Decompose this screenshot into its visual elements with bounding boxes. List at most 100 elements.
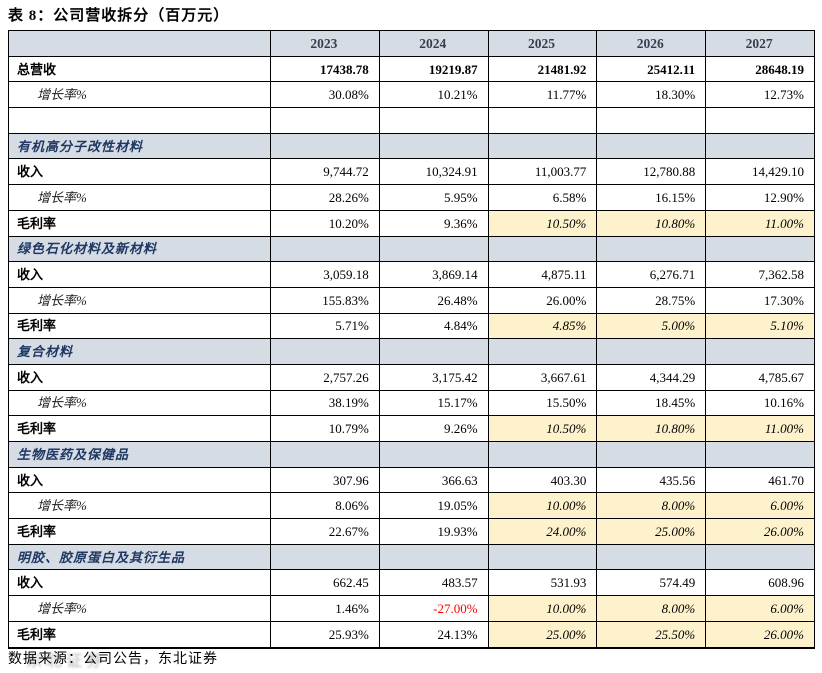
cell-value: 24.00% [487, 518, 598, 545]
section-row: 生物医药及保健品 [8, 441, 815, 468]
cell-value: 17438.78 [270, 55, 380, 83]
cell-value: 6,276.71 [596, 261, 707, 288]
cell-value [270, 338, 380, 365]
cell-value: 1.46% [270, 595, 380, 622]
header-year-2024: 2024 [378, 30, 489, 57]
cell-value: 18.45% [596, 389, 707, 417]
page-title: 表 8：公司营收拆分（百万元） [8, 8, 230, 24]
header-label-cell [8, 30, 271, 57]
cell-value: 28.26% [270, 184, 380, 211]
cell-value: 483.57 [378, 569, 489, 597]
section-row: 复合材料 [8, 338, 815, 365]
section-row: 有机高分子改性材料 [8, 132, 815, 160]
table-row: 毛利率 25.93% 24.13% 25.00% 25.50% 26.00% [8, 620, 815, 649]
table-row: 增长率% 28.26% 5.95% 6.58% 16.15% 12.90% [8, 184, 815, 211]
cell-value: -27.00% [378, 595, 489, 622]
table-row: 收入 3,059.18 3,869.14 4,875.11 6,276.71 7,362.… [8, 261, 815, 288]
cell-value [487, 441, 598, 468]
cell-value: 21481.92 [487, 55, 598, 83]
row-label: 增长率% [8, 492, 271, 520]
header-year-2023: 2023 [270, 30, 380, 57]
row-label: 增长率% [8, 184, 271, 211]
cell-value: 9.36% [378, 209, 489, 237]
cell-value: 531.93 [487, 569, 598, 597]
cell-value: 38.19% [270, 389, 380, 417]
cell-value: 16.15% [596, 184, 707, 211]
cell-value: 7,362.58 [705, 261, 815, 288]
row-label [8, 107, 271, 134]
cell-value [596, 543, 707, 571]
cell-value: 10.79% [270, 415, 380, 442]
cell-value: 14,429.10 [705, 158, 815, 186]
row-label: 增长率% [8, 81, 271, 109]
cell-value [378, 107, 489, 134]
cell-value [705, 107, 815, 134]
cell-value: 25.00% [596, 518, 707, 545]
section-title: 复合材料 [8, 338, 271, 365]
cell-value [270, 132, 380, 160]
cell-value: 6.00% [705, 595, 815, 622]
cell-value: 366.63 [378, 466, 489, 494]
data-source-note: 数据来源：公司公告，东北证券 [8, 652, 218, 667]
table-row: 增长率% 1.46% -27.00% 10.00% 8.00% 6.00% [8, 595, 815, 622]
table-row: 增长率% 8.06% 19.05% 10.00% 8.00% 6.00% [8, 492, 815, 520]
cell-value: 9.26% [378, 415, 489, 442]
cell-value: 403.30 [487, 466, 598, 494]
section-title: 生物医药及保健品 [8, 441, 271, 468]
cell-value: 10.00% [487, 492, 598, 520]
cell-value: 15.17% [378, 389, 489, 417]
cell-value: 8.00% [596, 492, 707, 520]
cell-value: 5.71% [270, 312, 380, 340]
cell-value: 4.84% [378, 312, 489, 340]
cell-value [378, 338, 489, 365]
table-row: 收入 2,757.26 3,175.42 3,667.61 4,344.29 4,785.… [8, 363, 815, 391]
cell-value [270, 441, 380, 468]
section-row: 明胶、胶原蛋白及其衍生品 [8, 543, 815, 571]
section-title: 绿色石化材料及新材料 [8, 235, 271, 263]
cell-value: 662.45 [270, 569, 380, 597]
cell-value [378, 235, 489, 263]
cell-value [487, 132, 598, 160]
cell-value [378, 543, 489, 571]
cell-value: 28.75% [596, 286, 707, 314]
cell-value: 11.00% [705, 209, 815, 237]
table-row: 毛利率 10.79% 9.26% 10.50% 10.80% 11.00% [8, 415, 815, 442]
cell-value: 11.00% [705, 415, 815, 442]
cell-value: 2,757.26 [270, 363, 380, 391]
header-year-2025: 2025 [487, 30, 598, 57]
cell-value: 5.10% [705, 312, 815, 340]
header-row: 2023 2024 2025 2026 2027 [8, 30, 815, 57]
row-label: 毛利率 [8, 312, 271, 340]
cell-value: 3,869.14 [378, 261, 489, 288]
cell-value: 435.56 [596, 466, 707, 494]
cell-value: 10.16% [705, 389, 815, 417]
cell-value [596, 107, 707, 134]
cell-value [270, 235, 380, 263]
section-row: 绿色石化材料及新材料 [8, 235, 815, 263]
table-row: 毛利率 22.67% 19.93% 24.00% 25.00% 26.00% [8, 518, 815, 545]
cell-value: 4.85% [487, 312, 598, 340]
cell-value [705, 543, 815, 571]
cell-value: 3,059.18 [270, 261, 380, 288]
cell-value [487, 338, 598, 365]
table-row: 增长率% 30.08% 10.21% 11.77% 18.30% 12.73% [8, 81, 815, 109]
cell-value: 5.95% [378, 184, 489, 211]
cell-value: 10,324.91 [378, 158, 489, 186]
cell-value [487, 543, 598, 571]
cell-value [487, 107, 598, 134]
section-title: 明胶、胶原蛋白及其衍生品 [8, 543, 271, 571]
cell-value: 10.80% [596, 415, 707, 442]
cell-value: 9,744.72 [270, 158, 380, 186]
table-row: 收入 307.96 366.63 403.30 435.56 461.70 [8, 466, 815, 494]
row-label: 毛利率 [8, 415, 271, 442]
cell-value: 28648.19 [705, 55, 815, 83]
cell-value: 4,344.29 [596, 363, 707, 391]
cell-value: 24.13% [378, 620, 489, 649]
cell-value: 12.73% [705, 81, 815, 109]
row-label: 毛利率 [8, 620, 271, 649]
section-title: 有机高分子改性材料 [8, 132, 271, 160]
cell-value [705, 132, 815, 160]
cell-value: 25.93% [270, 620, 380, 649]
cell-value: 5.00% [596, 312, 707, 340]
cell-value: 15.50% [487, 389, 598, 417]
